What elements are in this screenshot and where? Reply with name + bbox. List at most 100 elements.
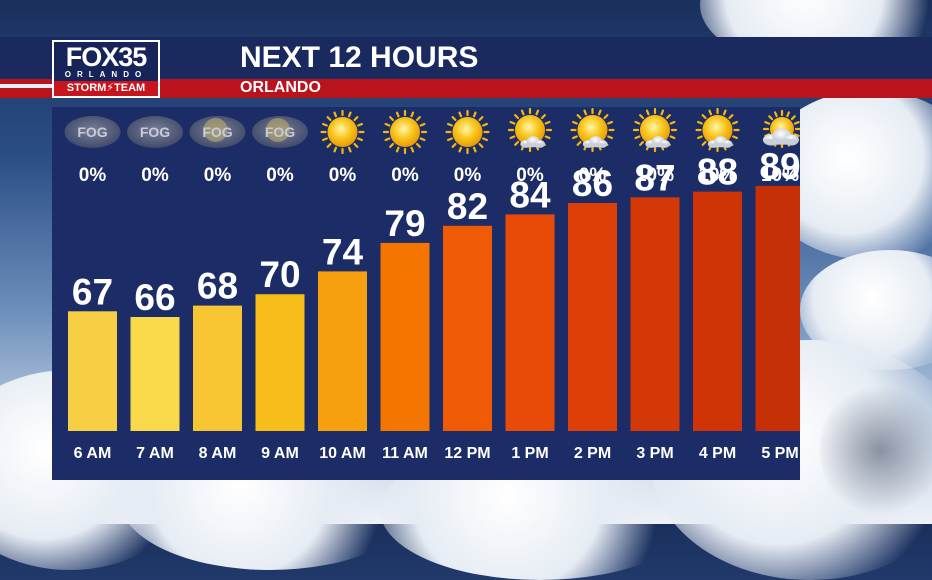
sun-ray: [544, 135, 551, 140]
sun-rays: [382, 109, 428, 155]
sun-ray: [321, 122, 328, 127]
sun-ray: [645, 109, 650, 116]
sun-ray: [665, 114, 671, 120]
precip-label: 0%: [329, 165, 357, 186]
weather-icon-mostly-sunny: [507, 107, 553, 153]
temperature-bar: [380, 242, 430, 431]
sun-ray: [451, 116, 457, 122]
cloud-base: [764, 138, 797, 145]
forecast-panel: FOG 0% 67 6 AM FOG 0% 66 7 AM FOG 0% 68 8 AM FOG 0% 70…: [52, 107, 800, 480]
sun-disc: [452, 117, 483, 147]
sun-ray: [419, 137, 426, 142]
bar-value-label: 86: [572, 163, 613, 204]
sun-ray: [384, 122, 391, 127]
bar-value-label: 67: [72, 271, 113, 312]
sun-ray: [701, 140, 707, 146]
sun-ray: [451, 142, 457, 148]
sun-ray: [634, 135, 641, 140]
weather-icon-mostly-sunny: [695, 107, 740, 153]
precip-label: 0%: [454, 165, 482, 186]
sun-ray: [774, 111, 778, 118]
sun-ray: [576, 140, 582, 146]
hour-label: 1 PM: [511, 445, 548, 462]
sun-ray: [509, 135, 516, 140]
cloud-base: [584, 143, 606, 148]
precip-label: 0%: [141, 165, 169, 186]
sun-ray: [571, 120, 578, 125]
header-subband: [0, 79, 932, 98]
bar-value-label: 82: [447, 186, 488, 227]
cloud-shape: [645, 136, 670, 148]
bar-value-label: 88: [697, 152, 738, 193]
sun-ray: [415, 142, 421, 148]
sun-ray: [482, 137, 489, 142]
fog-label: FOG: [265, 124, 295, 140]
cloud-base: [709, 143, 731, 148]
sun-ray: [389, 116, 395, 122]
hour-label: 3 PM: [636, 445, 673, 462]
weather-icon-fog: FOG: [252, 116, 308, 148]
header-stripe: [0, 84, 52, 88]
sun-ray: [669, 120, 676, 125]
fog-label: FOG: [77, 124, 107, 140]
fog-label: FOG: [202, 124, 232, 140]
sun-ray: [696, 120, 703, 125]
sun-ray: [660, 109, 665, 116]
sun-ray: [540, 114, 546, 120]
sun-ray: [639, 114, 645, 120]
sun-ray: [696, 135, 703, 140]
bar-value-label: 89: [759, 146, 800, 187]
sun-ray: [384, 137, 391, 142]
sun-ray: [597, 109, 602, 116]
page-title: NEXT 12 HOURS: [240, 41, 479, 74]
sun-ray: [333, 146, 338, 153]
precip-label: 10%: [636, 165, 674, 186]
sun-ray: [603, 114, 609, 120]
temperature-bar: [443, 225, 492, 431]
precip-label: 0%: [516, 165, 544, 186]
sun-ray: [395, 111, 400, 118]
fog-sun-glow: [266, 118, 290, 142]
sun-rays: [695, 107, 740, 153]
sun-ray: [357, 122, 364, 127]
temperature-bar: [505, 214, 555, 431]
sun-ray: [607, 120, 614, 125]
sun-ray: [639, 140, 645, 146]
sun-ray: [458, 146, 463, 153]
precip-label: 10%: [698, 165, 736, 186]
cloud-shape: [520, 136, 545, 148]
sun-ray: [347, 146, 352, 153]
sun-ray: [446, 122, 453, 127]
hour-label: 9 AM: [261, 445, 299, 462]
sun-ray: [333, 111, 338, 118]
temperature-bar: [693, 191, 742, 431]
bar-value-label: 66: [134, 277, 175, 318]
sun-ray: [786, 111, 790, 118]
hour-label: 7 AM: [136, 445, 174, 462]
hour-label: 5 PM: [761, 445, 798, 462]
precip-label: 10%: [761, 165, 799, 186]
hour-label: 12 PM: [444, 445, 490, 462]
sun-ray: [478, 142, 484, 148]
sun-ray: [768, 115, 774, 121]
station-logo: FOX35 ORLANDO STORM⚡TEAM: [52, 40, 160, 98]
sun-ray: [535, 109, 540, 116]
sun-ray: [482, 122, 489, 127]
sun-ray: [793, 121, 800, 125]
location-subtitle: ORLANDO: [240, 79, 321, 96]
sun-ray: [446, 137, 453, 142]
hour-label: 10 AM: [319, 445, 366, 462]
sun-ray: [793, 133, 800, 137]
sun-disc: [327, 117, 358, 147]
sun-ray: [514, 140, 520, 146]
sun-ray: [353, 142, 359, 148]
logo-team-text: STORM⚡TEAM: [54, 81, 158, 96]
temperature-bar: [68, 311, 117, 431]
sun-ray: [389, 142, 395, 148]
cloud-shape: [582, 136, 608, 148]
bar-value-label: 84: [509, 174, 551, 215]
bar-value-label: 70: [259, 254, 300, 295]
sun-ray: [326, 116, 332, 122]
temperature-bar: [255, 294, 305, 431]
precip-label: 0%: [266, 165, 294, 186]
